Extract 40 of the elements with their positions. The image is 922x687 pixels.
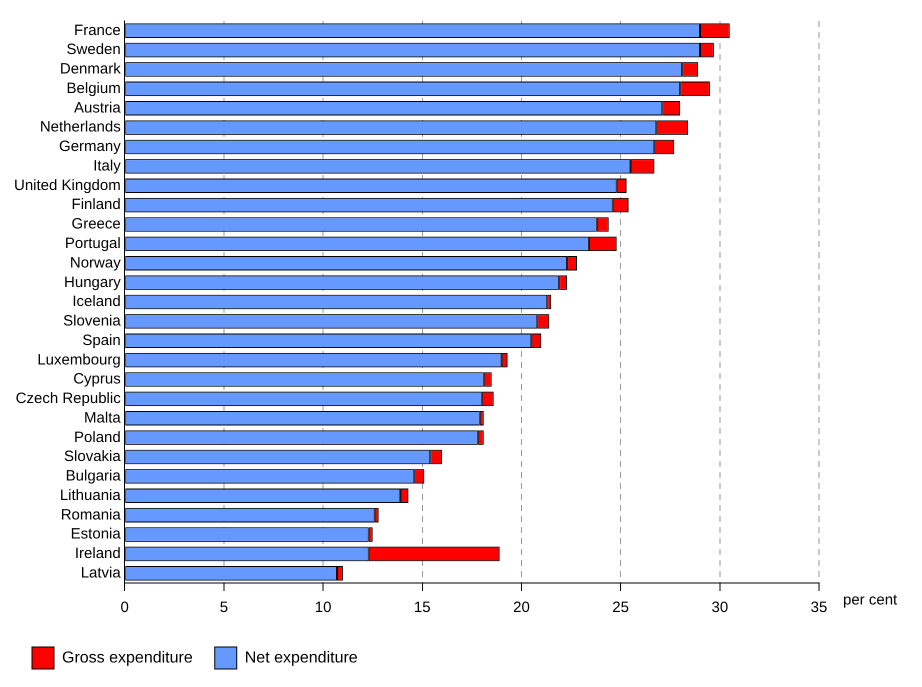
y-tick-label: Germany (59, 138, 122, 156)
y-tick-label: Norway (70, 254, 122, 272)
x-tick-label: 15 (414, 599, 431, 616)
legend-label: Gross expenditure (62, 649, 193, 666)
y-tick-label: Poland (74, 428, 121, 446)
y-tick-label: Belgium (66, 80, 121, 97)
y-tick-label: Spain (82, 332, 121, 349)
y-tick-label: Estonia (70, 526, 122, 543)
y-tick-label: Ireland (74, 545, 121, 562)
y-tick-label: Greece (72, 216, 121, 233)
x-tick-label: 20 (513, 599, 530, 616)
x-tick-label: 35 (810, 599, 828, 616)
legend-label: Net expenditure (244, 649, 358, 666)
y-tick-label: Malta (84, 409, 122, 426)
y-tick-label: Denmark (60, 60, 122, 78)
y-tick-label: Slovakia (64, 448, 122, 466)
y-tick-label: Portugal (64, 235, 121, 252)
x-tick-label: 5 (220, 599, 228, 616)
x-tick-label: 25 (612, 599, 629, 616)
y-tick-label: Cyprus (73, 370, 121, 388)
x-axis-title: per cent (843, 592, 898, 609)
y-tick-label: Austria (74, 99, 122, 116)
x-tick-label: 0 (120, 599, 129, 616)
y-tick-label: Italy (93, 157, 122, 174)
y-tick-label: Hungary (64, 274, 122, 291)
y-tick-label: Finland (72, 196, 121, 214)
y-tick-label: Netherlands (40, 118, 121, 136)
y-tick-label: Sweden (66, 41, 121, 58)
y-tick-label: Latvia (80, 564, 122, 582)
y-tick-label: Luxembourg (37, 351, 121, 368)
y-tick-label: Lithuania (60, 486, 122, 504)
y-tick-label: France (74, 22, 121, 39)
y-tick-label: Slovenia (63, 312, 122, 330)
y-tick-label: Czech Republic (16, 390, 122, 408)
y-tick-label: Romania (60, 506, 122, 524)
y-tick-label: Iceland (72, 293, 121, 310)
x-tick-label: 10 (314, 599, 332, 616)
y-tick-label: United Kingdom (14, 176, 121, 194)
y-tick-label: Bulgaria (66, 468, 122, 485)
x-tick-label: 30 (711, 599, 728, 616)
